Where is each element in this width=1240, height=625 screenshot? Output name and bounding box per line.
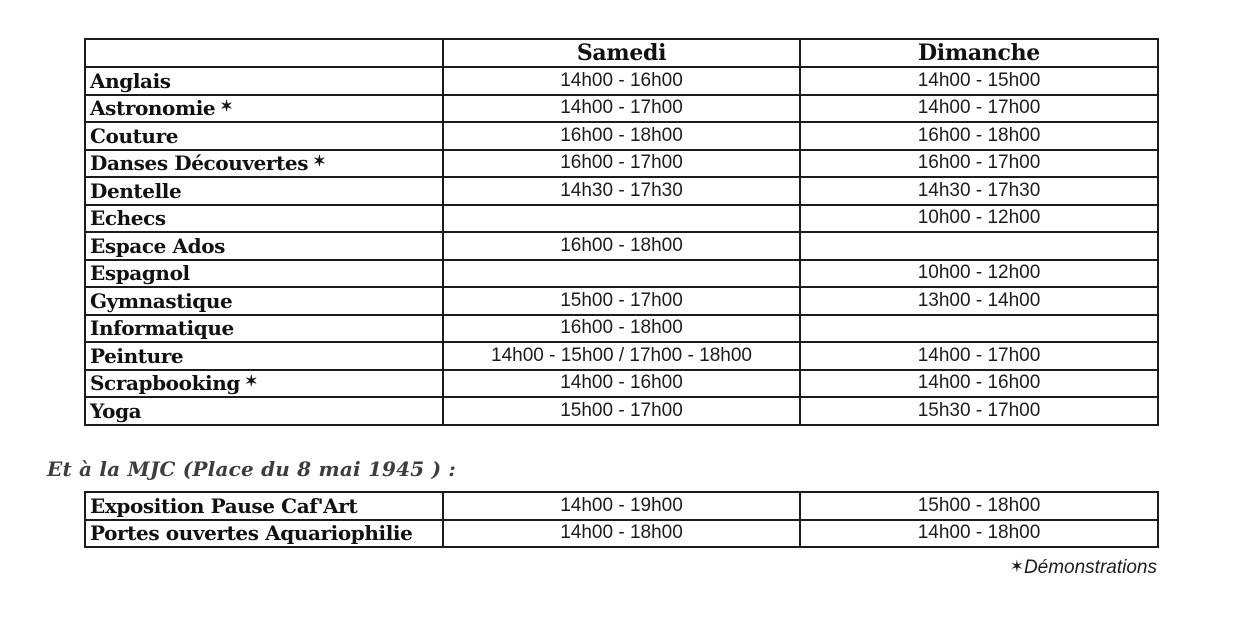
samedi-time-cell: 14h30 - 17h30 (442, 176, 801, 206)
dimanche-time-cell: 14h30 - 17h30 (799, 176, 1159, 206)
table-row: Portes ouvertes Aquariophilie 14h00 - 18h… (84, 518, 1159, 548)
samedi-time-cell: 14h00 - 16h00 (442, 66, 801, 96)
corner-cell (84, 38, 444, 68)
dimanche-time-cell (799, 231, 1159, 261)
samedi-time-cell: 14h00 - 18h00 (442, 518, 801, 548)
table-row: Couture 16h00 - 18h00 16h00 - 18h00 (84, 121, 1159, 151)
table-row: Espace Ados 16h00 - 18h00 (84, 231, 1159, 261)
demo-star-icon: ✶ (1009, 557, 1024, 576)
dimanche-time-cell: 13h00 - 14h00 (799, 286, 1159, 316)
activities-schedule-table: Samedi Dimanche Anglais 14h00 - 16h00 14h0… (84, 38, 1159, 426)
dimanche-time-cell: 16h00 - 17h00 (799, 148, 1159, 178)
dimanche-time-cell: 15h30 - 17h00 (799, 396, 1159, 426)
activity-label: Scrapbooking ✶ (84, 368, 444, 398)
activity-label: Astronomie ✶ (84, 93, 444, 123)
activity-label: Espagnol (84, 258, 444, 288)
samedi-time-cell: 15h00 - 17h00 (442, 286, 801, 316)
dimanche-time-cell: 14h00 - 17h00 (799, 93, 1159, 123)
samedi-time-cell: 14h00 - 17h00 (442, 93, 801, 123)
table-row: Dentelle 14h30 - 17h30 14h30 - 17h30 (84, 176, 1159, 206)
dimanche-time-cell: 15h00 - 18h00 (799, 491, 1159, 521)
table-row: Espagnol 10h00 - 12h00 (84, 258, 1159, 288)
samedi-time-cell: 14h00 - 15h00 / 17h00 - 18h00 (442, 341, 801, 371)
dimanche-time-cell: 14h00 - 15h00 (799, 66, 1159, 96)
samedi-time-cell: 16h00 - 17h00 (442, 148, 801, 178)
dimanche-time-cell: 10h00 - 12h00 (799, 203, 1159, 233)
activity-label: Dentelle (84, 176, 444, 206)
table-row: Peinture 14h00 - 15h00 / 17h00 - 18h00 14h… (84, 341, 1159, 371)
dimanche-time-cell (799, 313, 1159, 343)
table-row: Anglais 14h00 - 16h00 14h00 - 15h00 (84, 66, 1159, 96)
table-row: Danses Découvertes ✶ 16h00 - 17h00 16h00 - … (84, 148, 1159, 178)
table-row: Echecs 10h00 - 12h00 (84, 203, 1159, 233)
dimanche-time-cell: 14h00 - 16h00 (799, 368, 1159, 398)
activity-label: Yoga (84, 396, 444, 426)
samedi-time-cell (442, 258, 801, 288)
activity-label: Peinture (84, 341, 444, 371)
demo-star-icon: ✶ (313, 152, 326, 171)
activity-label: Espace Ados (84, 231, 444, 261)
table-row: Informatique 16h00 - 18h00 (84, 313, 1159, 343)
table-row: Scrapbooking ✶ 14h00 - 16h00 14h00 - 16h00 (84, 368, 1159, 398)
samedi-time-cell (442, 203, 801, 233)
dimanche-time-cell: 16h00 - 18h00 (799, 121, 1159, 151)
samedi-time-cell: 16h00 - 18h00 (442, 231, 801, 261)
samedi-time-cell: 14h00 - 16h00 (442, 368, 801, 398)
activity-label: Gymnastique (84, 286, 444, 316)
dimanche-time-cell: 14h00 - 17h00 (799, 341, 1159, 371)
activity-label: Portes ouvertes Aquariophilie (84, 518, 444, 548)
activities-tbody: Anglais 14h00 - 16h00 14h00 - 15h00 Astrono… (84, 66, 1159, 426)
samedi-time-cell: 16h00 - 18h00 (442, 121, 801, 151)
table-row: Yoga 15h00 - 17h00 15h30 - 17h00 (84, 396, 1159, 426)
activity-label: Exposition Pause Caf'Art (84, 491, 444, 521)
footnote: ✶Démonstrations (0, 557, 1157, 579)
samedi-time-cell: 15h00 - 17h00 (442, 396, 801, 426)
dimanche-time-cell: 10h00 - 12h00 (799, 258, 1159, 288)
column-header-samedi: Samedi (442, 38, 801, 68)
activity-label: Echecs (84, 203, 444, 233)
activity-label: Informatique (84, 313, 444, 343)
activity-label: Danses Découvertes ✶ (84, 148, 444, 178)
activity-label: Couture (84, 121, 444, 151)
column-header-dimanche: Dimanche (799, 38, 1159, 68)
mjc-location-note: Et à la MJC (Place du 8 mai 1945 ) : (47, 457, 456, 481)
table-row: Astronomie ✶ 14h00 - 17h00 14h00 - 17h00 (84, 93, 1159, 123)
mjc-schedule-table: Exposition Pause Caf'Art 14h00 - 19h00 15h… (84, 491, 1159, 548)
samedi-time-cell: 14h00 - 19h00 (442, 491, 801, 521)
table-row: Exposition Pause Caf'Art 14h00 - 19h00 15h… (84, 491, 1159, 521)
mjc-tbody: Exposition Pause Caf'Art 14h00 - 19h00 15h… (84, 491, 1159, 548)
footnote-label: Démonstrations (1023, 557, 1157, 578)
samedi-time-cell: 16h00 - 18h00 (442, 313, 801, 343)
demo-star-icon: ✶ (244, 372, 258, 391)
header-row: Samedi Dimanche (84, 38, 1159, 68)
demo-star-icon: ✶ (220, 97, 233, 116)
table-row: Gymnastique 15h00 - 17h00 13h00 - 14h00 (84, 286, 1159, 316)
activity-label: Anglais (84, 66, 444, 96)
dimanche-time-cell: 14h00 - 18h00 (799, 518, 1159, 548)
